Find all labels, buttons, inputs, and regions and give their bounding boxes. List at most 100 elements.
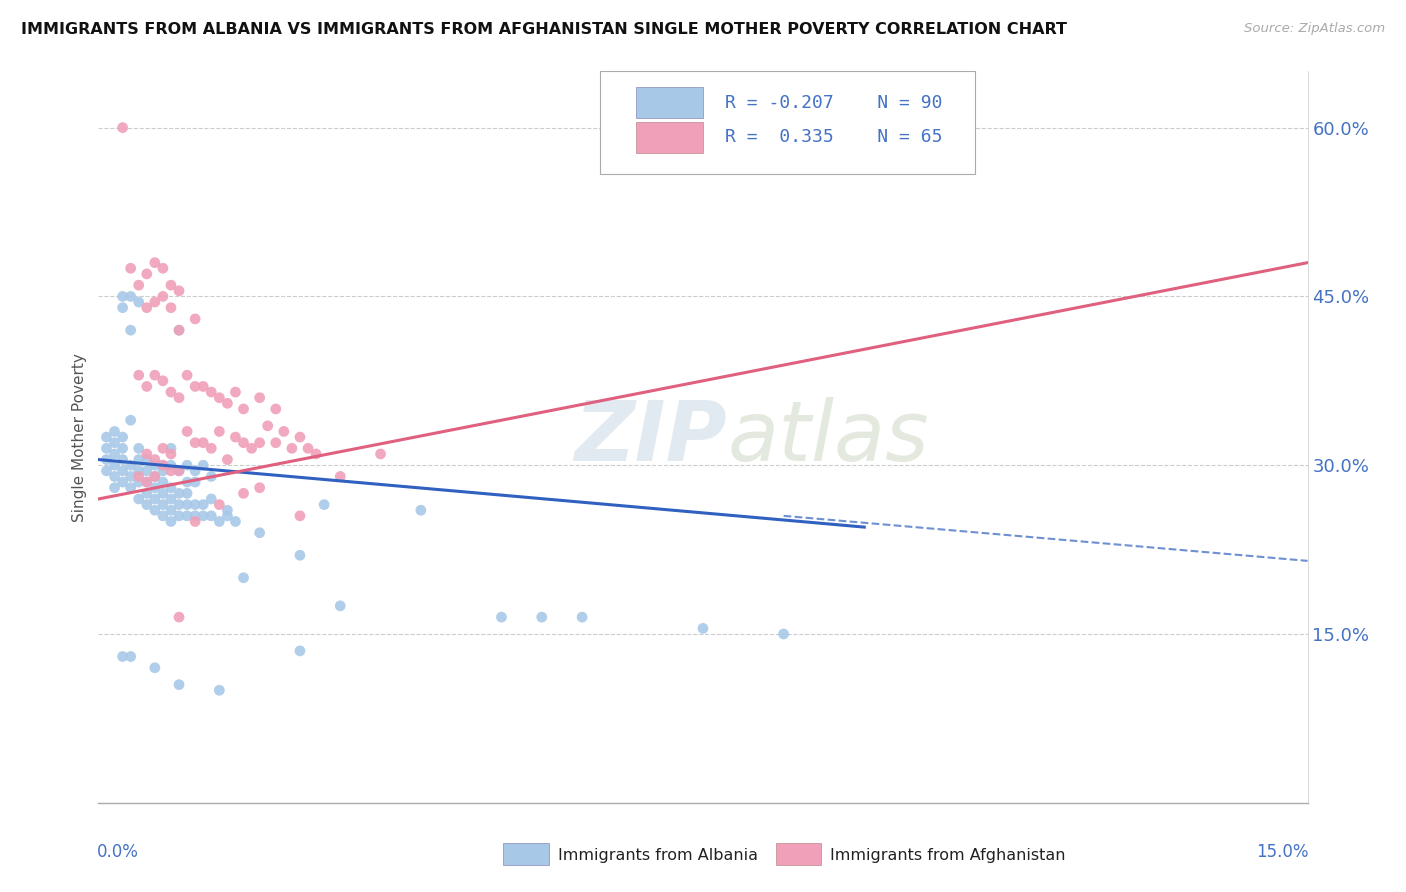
Point bbox=[184, 379, 207, 393]
Point bbox=[208, 515, 231, 529]
Point bbox=[135, 475, 157, 489]
Point bbox=[160, 278, 183, 293]
Point bbox=[184, 312, 207, 326]
Point bbox=[288, 548, 311, 562]
Point bbox=[281, 442, 304, 456]
Text: Immigrants from Afghanistan: Immigrants from Afghanistan bbox=[830, 848, 1066, 863]
Point bbox=[103, 481, 125, 495]
Point bbox=[329, 469, 352, 483]
Point bbox=[409, 503, 432, 517]
Point bbox=[167, 610, 190, 624]
Point bbox=[167, 678, 190, 692]
Point bbox=[249, 481, 271, 495]
Text: Source: ZipAtlas.com: Source: ZipAtlas.com bbox=[1244, 22, 1385, 36]
Point bbox=[111, 649, 134, 664]
Point bbox=[224, 385, 246, 400]
Point bbox=[193, 379, 215, 393]
Point bbox=[167, 284, 190, 298]
Point bbox=[193, 435, 215, 450]
Text: Immigrants from Albania: Immigrants from Albania bbox=[558, 848, 758, 863]
Point bbox=[256, 418, 278, 433]
Point bbox=[152, 508, 174, 523]
Point bbox=[143, 661, 166, 675]
Point bbox=[305, 447, 328, 461]
Point bbox=[128, 295, 150, 310]
Point bbox=[160, 515, 183, 529]
Point bbox=[167, 323, 190, 337]
Point bbox=[152, 486, 174, 500]
Point bbox=[128, 469, 150, 483]
Point bbox=[135, 475, 157, 489]
FancyBboxPatch shape bbox=[637, 87, 703, 118]
Point bbox=[103, 458, 125, 473]
Point bbox=[167, 464, 190, 478]
Point bbox=[135, 486, 157, 500]
Point bbox=[111, 430, 134, 444]
Point bbox=[96, 464, 118, 478]
Point bbox=[232, 435, 254, 450]
Point bbox=[200, 469, 222, 483]
Point bbox=[329, 599, 352, 613]
Point bbox=[152, 289, 174, 303]
Point bbox=[103, 447, 125, 461]
Point bbox=[128, 368, 150, 383]
Point bbox=[571, 610, 593, 624]
FancyBboxPatch shape bbox=[600, 71, 976, 174]
FancyBboxPatch shape bbox=[637, 122, 703, 153]
Point bbox=[176, 508, 198, 523]
Point bbox=[200, 508, 222, 523]
Point bbox=[111, 452, 134, 467]
Point bbox=[200, 385, 222, 400]
Point bbox=[111, 442, 134, 456]
Point bbox=[193, 498, 215, 512]
Point bbox=[128, 475, 150, 489]
Point bbox=[264, 401, 287, 416]
Point bbox=[96, 442, 118, 456]
Point bbox=[143, 469, 166, 483]
Point bbox=[249, 525, 271, 540]
Point bbox=[370, 447, 392, 461]
Point bbox=[160, 481, 183, 495]
Point bbox=[111, 475, 134, 489]
Point bbox=[167, 323, 190, 337]
Point bbox=[160, 458, 183, 473]
Point bbox=[208, 498, 231, 512]
Point bbox=[143, 368, 166, 383]
FancyBboxPatch shape bbox=[776, 843, 821, 865]
Point bbox=[692, 621, 714, 635]
Text: 0.0%: 0.0% bbox=[97, 843, 139, 861]
Point bbox=[120, 481, 142, 495]
Point bbox=[232, 571, 254, 585]
Point bbox=[208, 391, 231, 405]
Point bbox=[160, 464, 183, 478]
Point bbox=[193, 508, 215, 523]
Point bbox=[103, 469, 125, 483]
Point bbox=[184, 508, 207, 523]
Point bbox=[288, 508, 311, 523]
Point bbox=[232, 401, 254, 416]
Point bbox=[152, 458, 174, 473]
Point bbox=[111, 464, 134, 478]
Text: R = -0.207    N = 90: R = -0.207 N = 90 bbox=[724, 94, 942, 112]
Point bbox=[167, 391, 190, 405]
Point bbox=[240, 442, 263, 456]
Point bbox=[224, 430, 246, 444]
Point bbox=[111, 289, 134, 303]
Point bbox=[160, 491, 183, 506]
Point bbox=[200, 442, 222, 456]
Point bbox=[152, 475, 174, 489]
Point bbox=[314, 498, 336, 512]
Point bbox=[111, 120, 134, 135]
Point bbox=[135, 301, 157, 315]
Point bbox=[135, 464, 157, 478]
Point bbox=[143, 481, 166, 495]
Point bbox=[232, 486, 254, 500]
Text: atlas: atlas bbox=[727, 397, 929, 477]
Point bbox=[184, 498, 207, 512]
Point bbox=[111, 301, 134, 315]
Point bbox=[288, 644, 311, 658]
Point bbox=[135, 498, 157, 512]
Text: R =  0.335    N = 65: R = 0.335 N = 65 bbox=[724, 128, 942, 146]
Point bbox=[176, 475, 198, 489]
Point bbox=[143, 491, 166, 506]
